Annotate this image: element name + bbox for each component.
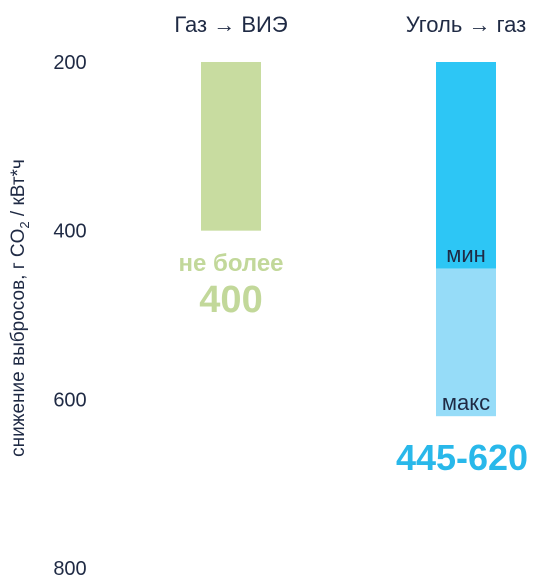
bars-group [201, 62, 496, 417]
y-axis-label-subscript: 2 [17, 221, 32, 228]
bar-segment-coal-gas-0 [436, 62, 496, 269]
y-tick-label: 800 [53, 558, 86, 579]
bar-segment-coal-gas-1 [436, 268, 496, 417]
y-axis-label-tail: / кВт*ч [8, 159, 29, 221]
gas-res-label-value: 400 [199, 279, 262, 321]
coal-gas-max-label: макс [442, 390, 490, 415]
y-tick-label: 200 [53, 52, 86, 74]
coal-gas-range-value: 445-620 [396, 437, 528, 478]
category-label-coal-gas: Уголь → газ [406, 12, 526, 37]
gas-res-label-top: не более [178, 250, 283, 277]
y-axis-label: снижение выбросов, г CO2 / кВт*ч [8, 159, 32, 457]
y-axis-label-main: снижение выбросов, г CO [8, 229, 29, 457]
bar-segment-gas-res-0 [201, 62, 261, 231]
y-tick-label: 600 [53, 389, 86, 411]
coal-gas-min-label: мин [446, 242, 486, 267]
category-label-gas-res: Газ → ВИЭ [174, 12, 287, 37]
y-axis-ticks: 200 400 600 800 [53, 52, 86, 579]
y-tick-label: 400 [53, 221, 86, 243]
